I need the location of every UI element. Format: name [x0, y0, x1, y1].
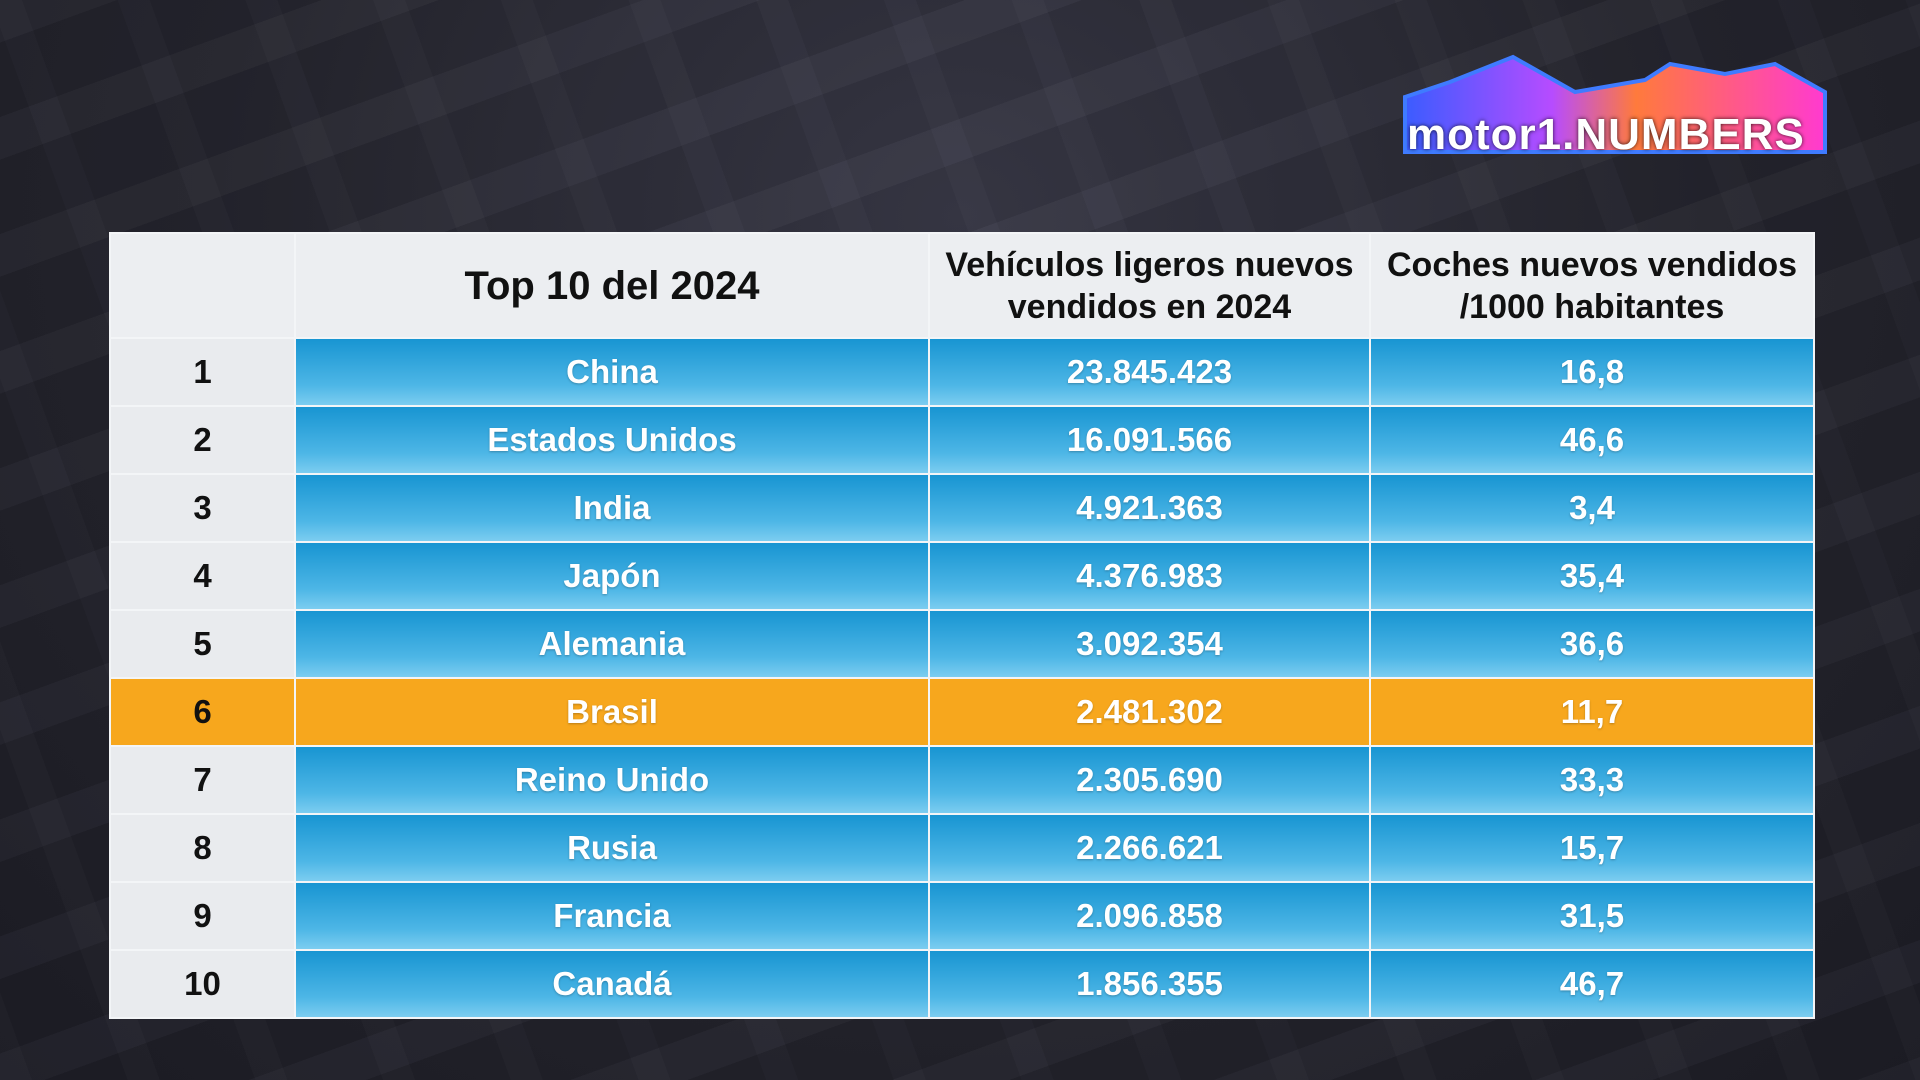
ranking-table: Top 10 del 2024 Vehículos ligeros nuevos…	[109, 232, 1815, 1019]
sales-cell: 4.376.983	[928, 541, 1371, 611]
header-per1000: Coches nuevos vendidos /1000 habitantes	[1369, 232, 1815, 339]
rank-cell: 3	[109, 473, 296, 543]
table-row: 7 Reino Unido 2.305.690 33,3	[109, 745, 1815, 815]
per1000-cell: 31,5	[1369, 881, 1815, 951]
country-cell: Reino Unido	[294, 745, 930, 815]
country-cell: Rusia	[294, 813, 930, 883]
header-sales: Vehículos ligeros nuevos vendidos en 202…	[928, 232, 1371, 339]
per1000-cell: 36,6	[1369, 609, 1815, 679]
country-cell: Estados Unidos	[294, 405, 930, 475]
logo-text: motor1.NUMBERS	[1407, 110, 1805, 159]
table-row: 6 Brasil 2.481.302 11,7	[109, 677, 1815, 747]
per1000-cell: 46,6	[1369, 405, 1815, 475]
per1000-cell: 11,7	[1369, 677, 1815, 747]
rank-cell: 4	[109, 541, 296, 611]
per1000-cell: 33,3	[1369, 745, 1815, 815]
sales-cell: 4.921.363	[928, 473, 1371, 543]
table-row: 4 Japón 4.376.983 35,4	[109, 541, 1815, 611]
rank-cell: 8	[109, 813, 296, 883]
table-row: 3 India 4.921.363 3,4	[109, 473, 1815, 543]
header-country: Top 10 del 2024	[294, 232, 930, 339]
per1000-cell: 16,8	[1369, 337, 1815, 407]
table-row: 8 Rusia 2.266.621 15,7	[109, 813, 1815, 883]
sales-cell: 23.845.423	[928, 337, 1371, 407]
sales-cell: 2.305.690	[928, 745, 1371, 815]
sales-cell: 16.091.566	[928, 405, 1371, 475]
per1000-cell: 35,4	[1369, 541, 1815, 611]
per1000-cell: 46,7	[1369, 949, 1815, 1019]
rank-cell: 7	[109, 745, 296, 815]
table-row: 1 China 23.845.423 16,8	[109, 337, 1815, 407]
table-row: 2 Estados Unidos 16.091.566 46,6	[109, 405, 1815, 475]
motor1-numbers-logo: motor1.NUMBERS	[1395, 52, 1830, 167]
country-cell: Francia	[294, 881, 930, 951]
rank-cell: 9	[109, 881, 296, 951]
table-row: 9 Francia 2.096.858 31,5	[109, 881, 1815, 951]
sales-cell: 1.856.355	[928, 949, 1371, 1019]
logo-mountain-graphic	[1403, 54, 1827, 154]
table-row: 10 Canadá 1.856.355 46,7	[109, 949, 1815, 1019]
sales-cell: 2.481.302	[928, 677, 1371, 747]
per1000-cell: 15,7	[1369, 813, 1815, 883]
header-rank	[109, 232, 296, 339]
sales-cell: 2.266.621	[928, 813, 1371, 883]
per1000-cell: 3,4	[1369, 473, 1815, 543]
rank-cell: 5	[109, 609, 296, 679]
sales-cell: 2.096.858	[928, 881, 1371, 951]
rank-cell: 6	[109, 677, 296, 747]
rank-cell: 10	[109, 949, 296, 1019]
rank-cell: 2	[109, 405, 296, 475]
header-row: Top 10 del 2024 Vehículos ligeros nuevos…	[109, 232, 1815, 339]
country-cell: Alemania	[294, 609, 930, 679]
country-cell: India	[294, 473, 930, 543]
rank-cell: 1	[109, 337, 296, 407]
sales-cell: 3.092.354	[928, 609, 1371, 679]
country-cell: China	[294, 337, 930, 407]
table-row: 5 Alemania 3.092.354 36,6	[109, 609, 1815, 679]
country-cell: Canadá	[294, 949, 930, 1019]
country-cell: Brasil	[294, 677, 930, 747]
country-cell: Japón	[294, 541, 930, 611]
